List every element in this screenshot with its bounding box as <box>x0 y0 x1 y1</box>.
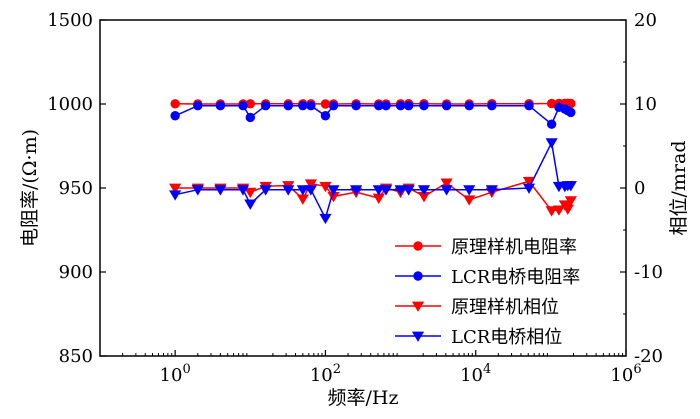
data-point <box>283 100 293 111</box>
data-point <box>381 100 391 111</box>
data-point <box>379 185 393 196</box>
data-point <box>419 100 429 111</box>
x-tick-label: 100 <box>160 362 191 386</box>
data-point <box>545 138 558 149</box>
data-point <box>402 185 415 196</box>
data-point <box>546 119 557 129</box>
legend-swatch-marker <box>413 241 423 251</box>
data-point <box>524 100 534 111</box>
data-point <box>238 100 248 111</box>
data-point <box>564 181 577 192</box>
series-1 <box>170 98 576 109</box>
y-right-tick-label: 20 <box>634 10 657 31</box>
data-point <box>296 194 309 205</box>
data-point <box>327 185 340 196</box>
y-left-tick-label: 900 <box>59 262 93 283</box>
data-point <box>522 183 536 194</box>
series-3 <box>169 176 577 217</box>
data-point <box>169 190 182 201</box>
data-point <box>440 185 453 196</box>
data-point <box>487 100 497 111</box>
series-line <box>174 104 572 126</box>
series-4 <box>169 138 577 225</box>
data-point <box>372 185 385 196</box>
data-point <box>328 100 339 111</box>
data-point <box>170 99 180 109</box>
y-right-tick-label: 10 <box>634 94 657 115</box>
data-point <box>260 100 271 111</box>
data-point <box>395 100 406 111</box>
data-point <box>320 111 331 121</box>
legend-label: LCR电桥相位 <box>451 327 562 348</box>
data-point <box>552 205 565 216</box>
data-point <box>463 185 476 196</box>
data-point <box>215 100 226 111</box>
legend-label: 原理样机相位 <box>451 297 559 318</box>
data-point <box>304 179 317 190</box>
data-point <box>304 185 317 196</box>
data-point <box>545 206 558 217</box>
data-point <box>296 185 309 196</box>
legend-item: 原理样机相位 <box>395 297 559 318</box>
x-tick-label: 106 <box>610 362 641 386</box>
legend-item: LCR电桥相位 <box>395 327 562 348</box>
x-axis-title: 频率/Hz <box>328 387 399 409</box>
data-point <box>244 187 257 199</box>
legend-item: 原理样机电阻率 <box>395 237 577 258</box>
data-point <box>441 100 452 111</box>
legend-label: LCR电桥电阻率 <box>451 267 580 288</box>
legend-item: LCR电桥电阻率 <box>395 267 580 288</box>
data-point <box>236 185 250 196</box>
data-point <box>245 112 255 123</box>
series-line <box>175 102 571 105</box>
y-left-tick-label: 850 <box>59 346 93 367</box>
data-point <box>214 185 227 196</box>
data-point <box>298 100 308 111</box>
data-point <box>564 196 577 207</box>
data-point <box>394 185 407 196</box>
data-point <box>320 99 331 109</box>
y-left-tick-label: 1500 <box>47 10 93 31</box>
x-tick-label: 104 <box>460 362 491 386</box>
data-point <box>169 183 182 194</box>
data-point <box>485 185 498 196</box>
data-point <box>319 213 332 225</box>
y-left-tick-label: 950 <box>59 178 93 199</box>
data-point <box>244 199 257 210</box>
data-point <box>282 185 295 196</box>
data-point <box>440 178 453 189</box>
series-group <box>169 98 577 225</box>
y-left-tick-label: 1000 <box>47 94 93 115</box>
data-point <box>170 111 180 121</box>
data-point <box>561 204 574 215</box>
data-point <box>417 185 431 196</box>
legend-swatch-marker <box>411 301 425 312</box>
x-tick-label: 102 <box>310 362 341 386</box>
legend-swatch-marker <box>411 331 425 342</box>
series-2 <box>170 100 576 129</box>
data-point <box>350 185 363 196</box>
y-right-tick-label: 0 <box>634 178 645 199</box>
y-axis-title: 电阻率/(Ω·m) <box>19 129 41 247</box>
y-right-tick-label: -10 <box>634 262 663 283</box>
data-point <box>566 107 576 118</box>
series-line <box>174 140 571 221</box>
legend-swatch-marker <box>413 271 423 281</box>
y2-axis-title: 相位/mrad <box>668 141 690 236</box>
legend-label: 原理样机电阻率 <box>451 237 577 258</box>
axis-ticks: 100 102 104 106 850 900 950 1000 1500 -20 -10 0 10 20 <box>47 10 663 386</box>
data-point <box>259 185 272 196</box>
data-point <box>464 100 474 111</box>
data-point <box>319 181 332 193</box>
data-point <box>193 100 203 111</box>
data-point <box>463 195 476 206</box>
data-point <box>306 100 316 111</box>
data-point <box>403 100 414 111</box>
data-point <box>351 100 361 111</box>
y-right-tick-label: -20 <box>634 346 663 367</box>
data-point <box>191 185 204 196</box>
